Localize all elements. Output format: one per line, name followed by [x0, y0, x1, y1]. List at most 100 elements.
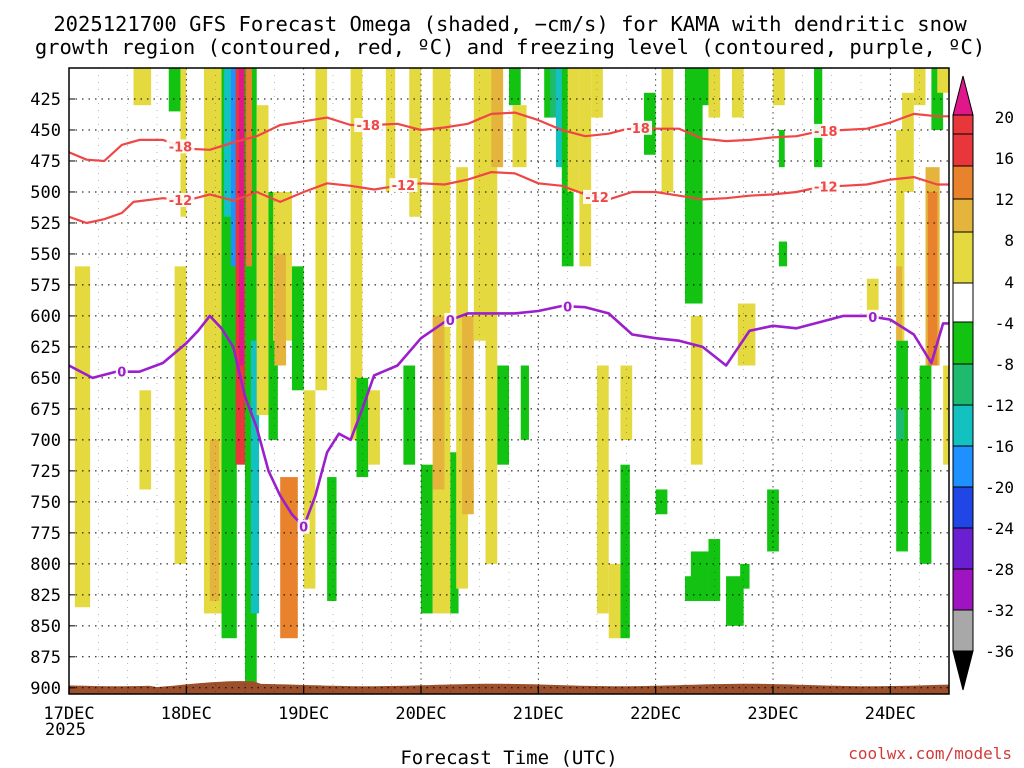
- y-tick-label-825: 825: [30, 586, 61, 606]
- omega-cell-20: [274, 253, 287, 366]
- fz-contour-label-0-1: 0: [299, 521, 308, 536]
- x-tick-label-21DEC: 21DEC: [513, 704, 564, 724]
- omega-cell-53: [620, 365, 633, 440]
- omega-cell-40: [497, 365, 509, 465]
- x-year-label: 2025: [45, 720, 86, 740]
- x-tick-label-24DEC: 24DEC: [865, 704, 916, 724]
- colorbar-label-8: 8: [1004, 231, 1014, 250]
- colorbar-segment-1: [952, 165, 974, 200]
- omega-cell-4: [174, 266, 187, 564]
- y-tick-label-850: 850: [30, 617, 61, 637]
- omega-cell-47: [561, 68, 574, 267]
- omega-cell-84: [931, 68, 944, 130]
- y-tick-label-650: 650: [30, 369, 61, 389]
- omega-cell-59: [696, 68, 709, 106]
- y-tick-label-875: 875: [30, 648, 61, 668]
- dgz-label-bg: [811, 123, 840, 138]
- omega-cell-73: [778, 241, 788, 267]
- x-tick-label-23DEC: 23DEC: [747, 704, 798, 724]
- omega-cell-78: [896, 408, 905, 440]
- omega-cell-48: [567, 68, 580, 192]
- omega-cell-42: [512, 105, 527, 168]
- omega-cell-14: [246, 68, 253, 267]
- colorbar-bottom-arrow: [952, 650, 974, 691]
- omega-cell-28: [385, 68, 396, 192]
- omega-cell-30: [409, 68, 421, 217]
- fz-label-bg: [866, 309, 879, 324]
- colorbar-label--4: -4: [995, 314, 1014, 333]
- colorbar-label-4: 4: [1004, 273, 1014, 292]
- dgz-label-bg: [583, 189, 611, 204]
- omega-cell-58: [690, 315, 703, 465]
- omega-cell-61: [731, 68, 744, 118]
- x-tick-label-22DEC: 22DEC: [630, 704, 681, 724]
- dgz-contour-label--12-2: -12: [585, 191, 609, 206]
- y-tick-label-675: 675: [30, 400, 61, 420]
- y-tick-label-750: 750: [30, 493, 61, 513]
- colorbar-label-20: 20: [995, 108, 1014, 127]
- y-tick-label-625: 625: [30, 338, 61, 358]
- omega-cell-21: [291, 266, 304, 391]
- colorbar-label--24: -24: [985, 519, 1014, 538]
- omega-cell-79: [902, 92, 914, 192]
- x-tick-label-19DEC: 19DEC: [278, 704, 329, 724]
- fz-contour-label-0-4: 0: [868, 311, 877, 326]
- colorbar-label--16: -16: [985, 437, 1014, 456]
- fz-label-bg: [561, 299, 574, 314]
- omega-cell-16: [256, 105, 269, 416]
- colorbar-label--32: -32: [985, 601, 1014, 620]
- y-tick-label-700: 700: [30, 431, 61, 451]
- omega-cell-26: [356, 377, 369, 478]
- omega-cell-27: [368, 390, 380, 465]
- y-tick-label-900: 900: [30, 679, 61, 699]
- x-tick-label-18DEC: 18DEC: [161, 704, 212, 724]
- omega-cell-2: [139, 390, 152, 490]
- y-tick-label-800: 800: [30, 555, 61, 575]
- omega-cell-71: [778, 129, 785, 168]
- y-tick-label-425: 425: [30, 90, 61, 110]
- omega-cell-52: [608, 563, 621, 639]
- dgz-contour--18: [69, 111, 949, 163]
- omega-cell-85: [937, 68, 949, 93]
- fz-label-bg: [297, 519, 310, 534]
- omega-cell-37: [473, 68, 486, 341]
- omega-cell-74: [866, 278, 879, 316]
- colorbar-segment-10: [952, 527, 974, 570]
- dgz-contour-label--18-3: -18: [814, 125, 838, 140]
- colorbar-segment-12: [952, 609, 974, 652]
- omega-cell-36: [462, 315, 474, 515]
- dgz-label-bg: [624, 120, 653, 135]
- fz-contour-label-0-3: 0: [563, 300, 572, 315]
- plot-frame: [68, 67, 950, 695]
- omega-cell-86: [943, 365, 949, 465]
- dgz-contour-label--12-0: -12: [169, 194, 193, 209]
- omega-cell-44: [544, 68, 553, 118]
- omega-cell-65: [726, 576, 744, 626]
- dgz-label-bg: [354, 118, 383, 133]
- omega-cell-80: [913, 68, 926, 106]
- omega-cell-60: [708, 68, 721, 118]
- chart-title-line1: 2025121700 GFS Forecast Omega (shaded, −…: [53, 12, 967, 36]
- y-tick-label-475: 475: [30, 152, 61, 172]
- omega-cell-33: [432, 315, 445, 490]
- omega-cell-43: [520, 365, 529, 440]
- y-axis: 425 450 475 500 525 550 575 600 625 650 675 700 725 7…: [30, 90, 75, 699]
- dgz-contour-label--18-1: -18: [356, 119, 380, 134]
- dgz-label-bg: [389, 178, 418, 193]
- colorbar-segment-6: [952, 363, 974, 406]
- omega-cell-39: [491, 68, 504, 168]
- omega-cell-15: [250, 340, 260, 614]
- chart-title-line2: growth region (contoured, red, ºC) and f…: [35, 35, 985, 59]
- omega-cell-64: [708, 539, 721, 602]
- fz-label-bg: [444, 312, 457, 327]
- omega-cell-24: [327, 477, 337, 602]
- colorbar-segment-5: [952, 321, 974, 365]
- omega-cell-9: [223, 68, 231, 217]
- omega-cell-31: [421, 464, 433, 614]
- terrain-band: [69, 681, 949, 694]
- y-tick-label-725: 725: [30, 462, 61, 482]
- colorbar-label--20: -20: [985, 478, 1014, 497]
- x-axis-label: Forecast Time (UTC): [400, 747, 617, 768]
- omega-cell-3: [168, 68, 181, 112]
